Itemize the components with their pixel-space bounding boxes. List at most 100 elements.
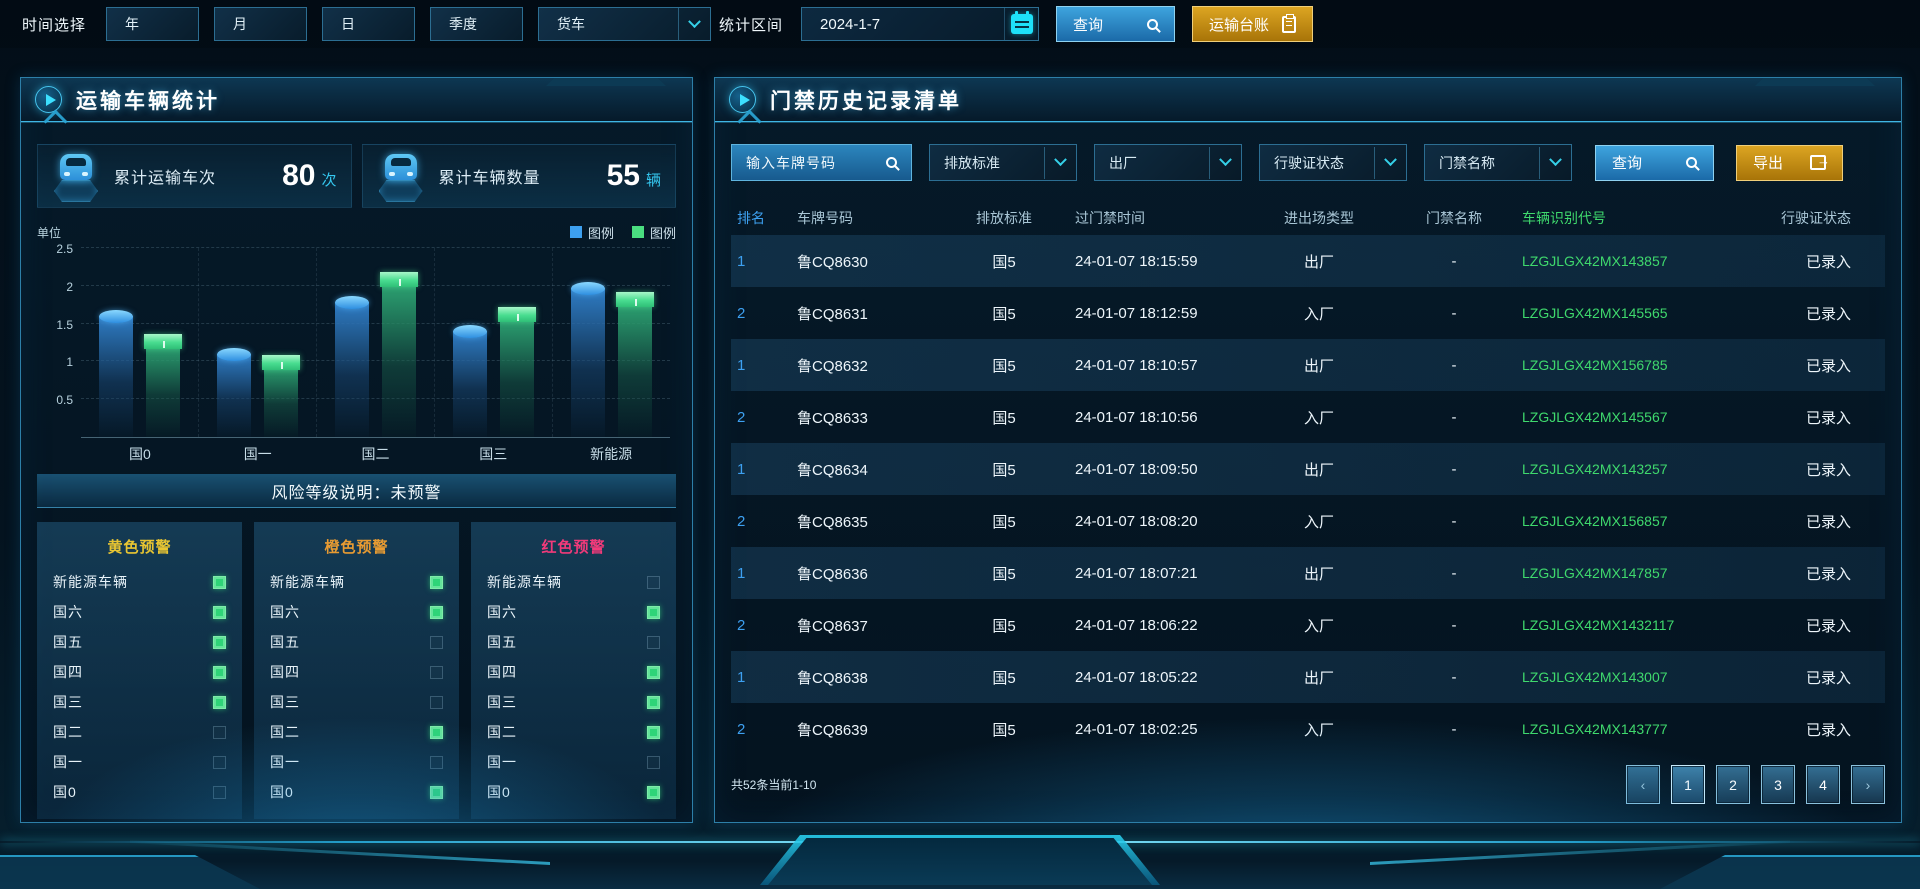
calendar-icon[interactable] <box>1004 8 1038 40</box>
filter-select-行驶证状态[interactable]: 行驶证状态 <box>1259 144 1407 181</box>
table-cell-gate: - <box>1451 512 1457 530</box>
filter-select-门禁名称[interactable]: 门禁名称 <box>1424 144 1572 181</box>
pagination-page-3[interactable]: 3 <box>1761 765 1795 804</box>
table-row[interactable]: 1 鲁CQ8634 国5 24-01-07 18:09:50 出厂 - LZGJLGX42M… <box>731 443 1885 495</box>
warning-indicator[interactable] <box>647 605 660 619</box>
bar-series1-国一[interactable] <box>217 347 251 437</box>
warning-row-新能源车辆: 新能源车辆 <box>53 567 226 597</box>
gridline: 0.5 <box>56 393 670 407</box>
warning-indicator[interactable] <box>213 665 226 679</box>
bar-series1-国三[interactable] <box>453 325 487 437</box>
warning-indicator[interactable] <box>430 575 443 589</box>
warning-indicator[interactable] <box>213 575 226 589</box>
warning-row-label: 国一 <box>270 754 300 770</box>
table-cell-time: 24-01-07 18:02:25 <box>1075 720 1198 738</box>
bar-series1-新能源[interactable] <box>571 282 605 437</box>
table-cell-type: 入厂 <box>1303 513 1334 531</box>
table-header-cell: 车牌号码 <box>797 210 853 226</box>
vehicle-type-value: 货车 <box>557 16 586 32</box>
warning-indicator[interactable] <box>213 695 226 709</box>
warning-indicator[interactable] <box>647 755 660 769</box>
warning-indicator[interactable] <box>430 665 443 679</box>
warning-row-label: 国四 <box>487 664 517 680</box>
table-row[interactable]: 2 鲁CQ8633 国5 24-01-07 18:10:56 入厂 - LZGJLGX42M… <box>731 391 1885 443</box>
vehicle-type-select[interactable]: 货车 <box>538 7 712 41</box>
export-button[interactable]: 导出 <box>1736 144 1843 181</box>
legend-item[interactable]: 图例 <box>631 223 676 242</box>
y-tick-label: 1.5 <box>56 317 73 332</box>
table-row[interactable]: 2 鲁CQ8631 国5 24-01-07 18:12:59 入厂 - LZGJLGX42M… <box>731 287 1885 339</box>
table-cell-gate: - <box>1451 616 1457 634</box>
table-row[interactable]: 2 鲁CQ8637 国5 24-01-07 18:06:22 入厂 - LZGJLGX42M… <box>731 599 1885 651</box>
gridline: 1.5 <box>56 318 670 332</box>
table-cell-type: 出厂 <box>1303 669 1334 687</box>
warning-panel-title: 黄色预警 <box>107 539 172 556</box>
table-cell-time: 24-01-07 18:15:59 <box>1075 252 1198 270</box>
bar-series2-新能源[interactable] <box>616 291 654 437</box>
warning-indicator[interactable] <box>430 725 443 739</box>
stat-unit: 次 <box>321 172 337 189</box>
chevron-down-icon <box>678 8 710 40</box>
warning-indicator[interactable] <box>213 605 226 619</box>
warning-indicator[interactable] <box>430 605 443 619</box>
warning-indicator[interactable] <box>430 755 443 769</box>
table-query-button[interactable]: 查询 <box>1595 144 1714 181</box>
time-button-季度[interactable]: 季度 <box>430 7 524 41</box>
table-header-row: 排名 车牌号码 排放标准 过门禁时间 进出场类型 门禁名称 车辆识别代号 行驶证状态 <box>731 201 1885 235</box>
table-row[interactable]: 1 鲁CQ8636 国5 24-01-07 18:07:21 出厂 - LZGJLGX42M… <box>731 547 1885 599</box>
warning-indicator[interactable] <box>647 575 660 589</box>
warning-indicator[interactable] <box>213 785 226 799</box>
bar-series2-国二[interactable] <box>380 271 418 437</box>
warning-indicator[interactable] <box>430 785 443 799</box>
x-axis-label: 国一 <box>243 446 272 462</box>
warning-indicator[interactable] <box>430 635 443 649</box>
transport-ledger-button[interactable]: 运输台账 <box>1192 6 1314 42</box>
chart-x-axis-labels: 国0 国一 国二 国三 新能源 <box>81 444 670 464</box>
warning-row-国0: 国0 <box>487 777 660 807</box>
warning-indicator[interactable] <box>647 725 660 739</box>
chevron-down-icon <box>1539 146 1571 179</box>
bar-series2-国一[interactable] <box>262 354 300 437</box>
warning-indicator[interactable] <box>430 695 443 709</box>
date-picker[interactable]: 2024-1-7 <box>801 7 1040 41</box>
bar-series2-国三[interactable] <box>498 307 536 437</box>
table-row[interactable]: 2 鲁CQ8639 国5 24-01-07 18:02:25 入厂 - LZGJLGX42M… <box>731 703 1885 755</box>
warning-indicator[interactable] <box>647 695 660 709</box>
bar-series1-国二[interactable] <box>335 296 369 437</box>
warning-indicator[interactable] <box>213 755 226 769</box>
table-cell-rank: 2 <box>737 512 746 530</box>
warning-indicator[interactable] <box>213 635 226 649</box>
plate-search-input[interactable]: 输入车牌号码 <box>731 144 912 181</box>
table-row[interactable]: 1 鲁CQ8638 国5 24-01-07 18:05:22 出厂 - LZGJLGX42M… <box>731 651 1885 703</box>
table-cell-rank: 2 <box>737 304 746 322</box>
time-button-group: 年月日季度 <box>106 7 524 41</box>
pagination-next-button[interactable]: › <box>1851 765 1885 804</box>
table-cell-std: 国5 <box>992 669 1016 687</box>
filter-select-出厂[interactable]: 出厂 <box>1094 144 1242 181</box>
legend-item[interactable]: 图例 <box>569 223 614 242</box>
warning-row-label: 新能源车辆 <box>53 574 128 590</box>
pagination-prev-button[interactable]: ‹ <box>1626 765 1660 804</box>
table-cell-std: 国5 <box>992 565 1016 583</box>
pagination-page-4[interactable]: 4 <box>1806 765 1840 804</box>
warning-indicator[interactable] <box>213 725 226 739</box>
table-row[interactable]: 1 鲁CQ8632 国5 24-01-07 18:10:57 出厂 - LZGJLGX42M… <box>731 339 1885 391</box>
time-button-日[interactable]: 日 <box>322 7 416 41</box>
table-row[interactable]: 1 鲁CQ8630 国5 24-01-07 18:15:59 出厂 - LZGJLGX42M… <box>731 235 1885 287</box>
bar-series2-国0[interactable] <box>144 333 182 437</box>
table-row[interactable]: 2 鲁CQ8635 国5 24-01-07 18:08:20 入厂 - LZGJLGX42M… <box>731 495 1885 547</box>
table-header-cell: 过门禁时间 <box>1075 210 1145 226</box>
table-cell-rank: 1 <box>737 252 746 270</box>
pagination-page-2[interactable]: 2 <box>1716 765 1750 804</box>
x-axis-label: 国三 <box>479 446 508 462</box>
warning-indicator[interactable] <box>647 785 660 799</box>
filter-select-排放标准[interactable]: 排放标准 <box>929 144 1077 181</box>
bar-series1-国0[interactable] <box>99 310 133 437</box>
gridline: 2.5 <box>56 242 670 256</box>
time-button-年[interactable]: 年 <box>106 7 200 41</box>
pagination-page-1[interactable]: 1 <box>1671 765 1705 804</box>
warning-indicator[interactable] <box>647 635 660 649</box>
warning-indicator[interactable] <box>647 665 660 679</box>
time-button-月[interactable]: 月 <box>214 7 308 41</box>
query-button[interactable]: 查询 <box>1056 6 1176 42</box>
